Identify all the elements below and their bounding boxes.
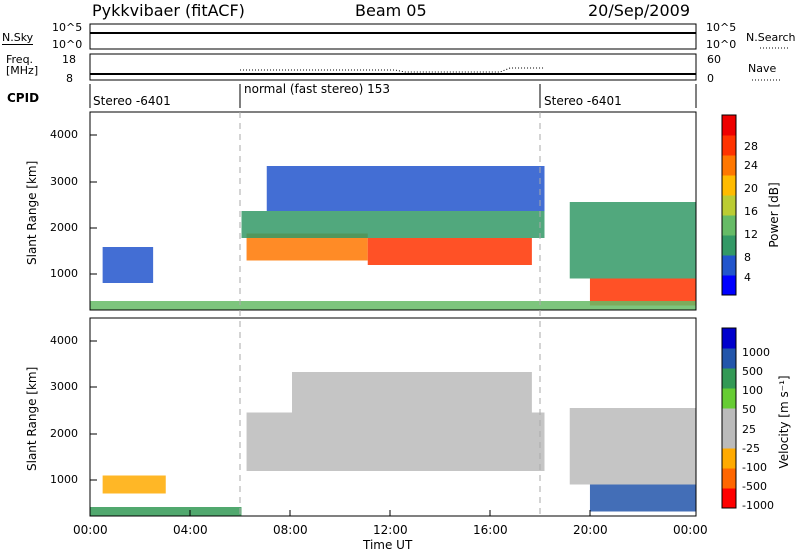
vel-ytick-4000: 4000 <box>50 334 78 347</box>
xtick-0400: 04:00 <box>173 523 208 537</box>
velocity-colorbar <box>721 327 737 509</box>
velocity-band-1 <box>292 372 532 413</box>
date-title: 20/Sep/2009 <box>588 1 691 20</box>
cpid-segment-2: normal (fast stereo) 153 <box>244 82 391 96</box>
power-band-3 <box>266 166 545 211</box>
power-frame <box>89 111 697 311</box>
velocity-band-0 <box>246 412 545 471</box>
nsearch-tick-bottom: 10^0 <box>706 38 737 51</box>
cpid-segment-3: Stereo -6401 <box>544 94 622 108</box>
power-band-5 <box>569 202 696 279</box>
vel-cb-tick-neg100: -100 <box>742 461 767 474</box>
vel-ytick-3000: 3000 <box>50 380 78 393</box>
power-colorbar-swatch-4 <box>722 195 736 216</box>
nsearch-label: N.Search <box>746 31 796 44</box>
radar-title: Pykkvibaer (fitACF) <box>92 1 245 20</box>
power-colorbar-swatch-2 <box>722 235 736 256</box>
nsearch-tick-top: 10^5 <box>706 21 737 34</box>
freq-label-1: Freq. <box>6 53 34 66</box>
power-colorbar-swatch-3 <box>722 215 736 236</box>
power-heatmap <box>90 166 696 310</box>
power-colorbar-swatch-8 <box>722 115 736 136</box>
power-cb-tick-24: 24 <box>744 159 758 172</box>
velocity-colorbar-swatch-6 <box>722 368 736 389</box>
power-ytick-4000: 4000 <box>50 128 78 141</box>
power-band-2 <box>241 211 545 238</box>
velocity-colorbar-frame <box>721 327 737 509</box>
velocity-colorbar-swatch-2 <box>722 448 736 469</box>
velocity-colorbar-swatch-4 <box>722 408 736 429</box>
xtick-1200: 12:00 <box>373 523 408 537</box>
vel-ytick-1000: 1000 <box>50 473 78 486</box>
velocity-frame <box>89 317 697 517</box>
velocity-colorbar-swatch-3 <box>722 428 736 449</box>
vel-cb-tick-100: 100 <box>742 384 763 397</box>
freq-tick-top: 18 <box>62 53 76 66</box>
freq-tick-bottom: 8 <box>66 72 73 85</box>
cpid-panel <box>89 84 697 108</box>
power-cb-tick-12: 12 <box>744 228 758 241</box>
power-colorbar-swatch-1 <box>722 255 736 276</box>
vel-cb-tick-neg500: -500 <box>742 480 767 493</box>
cpid-label: CPID <box>7 91 40 105</box>
vel-cb-tick-neg1000: -1000 <box>742 499 774 512</box>
vel-cb-tick-1000: 1000 <box>742 346 770 359</box>
xtick-1600: 16:00 <box>473 523 508 537</box>
x-axis-label: Time UT <box>363 538 413 552</box>
power-band-1 <box>367 238 532 265</box>
velocity-colorbar-swatch-0 <box>722 488 736 509</box>
velocity-band-4 <box>90 507 242 516</box>
xtick-0800: 08:00 <box>273 523 308 537</box>
power-colorbar-swatch-6 <box>722 155 736 176</box>
power-cb-tick-20: 20 <box>744 182 758 195</box>
nave-trace <box>240 67 545 73</box>
freq-label-2: [MHz] <box>6 64 39 77</box>
velocity-heatmap <box>90 372 696 516</box>
noise-panel <box>89 23 790 50</box>
xtick-2000: 20:00 <box>573 523 608 537</box>
velocity-colorbar-swatch-5 <box>722 388 736 409</box>
power-cb-tick-16: 16 <box>744 205 758 218</box>
velocity-colorbar-swatch-8 <box>722 328 736 349</box>
power-colorbar-swatch-5 <box>722 175 736 196</box>
xtick-0000: 00:00 <box>73 523 108 537</box>
freq-panel <box>89 53 780 81</box>
velocity-band-3 <box>569 408 696 485</box>
velocity-colorbar-swatch-7 <box>722 348 736 369</box>
vel-cb-tick-50: 50 <box>742 403 756 416</box>
power-band-6 <box>90 301 696 310</box>
velocity-band-5 <box>102 475 166 494</box>
power-ytick-2000: 2000 <box>50 221 78 234</box>
cpid-segment-1: Stereo -6401 <box>93 94 171 108</box>
power-colorbar <box>721 114 737 296</box>
power-cb-tick-4: 4 <box>744 271 751 284</box>
nave-tick-bottom: 0 <box>707 72 714 85</box>
velocity-colorbar-swatch-1 <box>722 468 736 489</box>
power-band-7 <box>102 247 154 283</box>
power-cb-tick-28: 28 <box>744 140 758 153</box>
power-ytick-1000: 1000 <box>50 267 78 280</box>
vel-cb-tick-neg25: -25 <box>742 442 760 455</box>
nsky-tick-top: 10^5 <box>52 21 83 34</box>
vel-cb-tick-500: 500 <box>742 365 763 378</box>
power-cb-tick-8: 8 <box>744 251 751 264</box>
vel-cb-tick-25: 25 <box>742 423 756 436</box>
power-colorbar-swatch-7 <box>722 135 736 156</box>
power-ytick-3000: 3000 <box>50 175 78 188</box>
velocity-band-2 <box>589 484 696 512</box>
power-colorbar-swatch-0 <box>722 275 736 296</box>
nsky-tick-bottom: 10^0 <box>52 38 83 51</box>
nsky-label: N.Sky <box>2 31 34 45</box>
beam-title: Beam 05 <box>355 1 427 20</box>
nave-label: Nave <box>748 62 777 75</box>
nave-tick-top: 60 <box>707 53 721 66</box>
xtick-0000-end: 00:00 <box>673 523 708 537</box>
power-colorbar-frame <box>721 114 737 296</box>
vel-ytick-2000: 2000 <box>50 427 78 440</box>
